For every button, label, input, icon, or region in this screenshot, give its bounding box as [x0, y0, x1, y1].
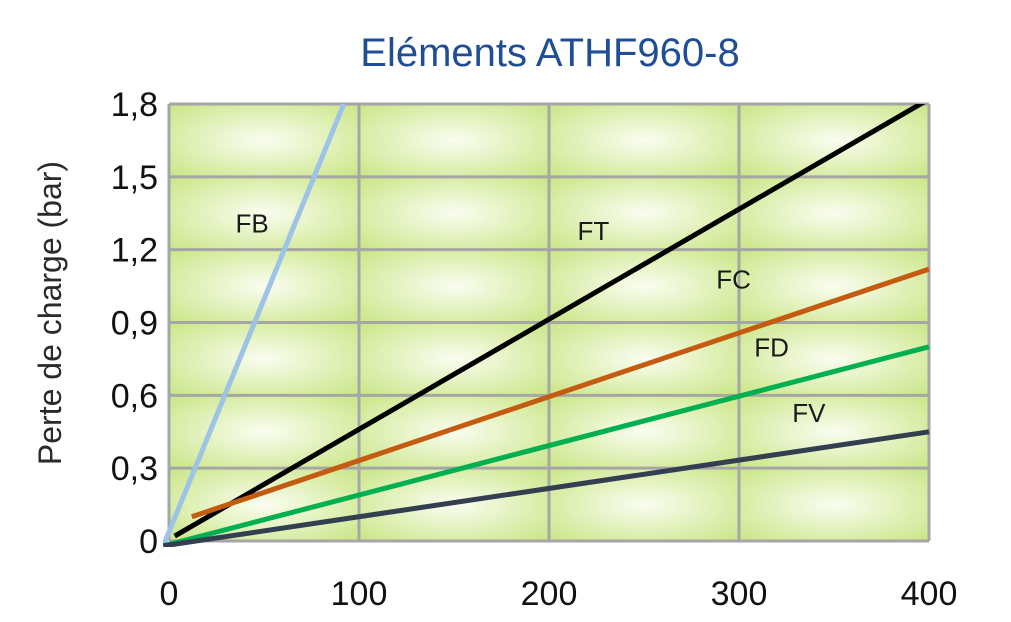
plot-cell [359, 249, 549, 323]
plot-cell [169, 176, 359, 250]
plot-cell [359, 104, 549, 177]
x-tick-label: 300 [711, 575, 768, 613]
series-labels: FB FT FC FD FV [236, 209, 827, 428]
plot-cell [549, 395, 739, 469]
plot-cell [549, 249, 739, 323]
plot-cell [549, 104, 739, 177]
x-tick-label: 0 [160, 575, 179, 613]
y-tick-label: 0,3 [111, 450, 158, 488]
series-label-fc: FC [716, 265, 751, 295]
series-line-fc [191, 266, 930, 520]
series-line-fd [163, 344, 930, 547]
x-axis-ticks: 0 100 200 300 400 [160, 575, 958, 613]
y-tick-label: 1,5 [111, 159, 158, 197]
y-tick-label: 1,2 [111, 232, 158, 270]
plot-cell [549, 176, 739, 250]
y-tick-label: 0,6 [111, 377, 158, 415]
plot-cell [549, 468, 739, 541]
x-tick-label: 200 [521, 575, 578, 613]
plot-cell [739, 468, 929, 541]
y-axis-ticks: 0 0,3 0,6 0,9 1,2 1,5 1,8 [111, 86, 158, 561]
plot-cell [359, 322, 549, 396]
series-lines [163, 104, 930, 547]
series-label-ft: FT [578, 216, 610, 246]
plot-cell [739, 176, 929, 250]
series-line-fv [163, 429, 930, 547]
series-line-fb [163, 104, 347, 547]
plot-cell [549, 322, 739, 396]
plot-cell [739, 249, 929, 323]
y-tick-label: 0,9 [111, 305, 158, 343]
plot-cell [169, 249, 359, 323]
y-axis-label: Perte de charge (bar) [32, 161, 68, 465]
y-tick-label: 0 [139, 523, 158, 561]
x-tick-label: 400 [901, 575, 958, 613]
chart-title: Eléments ATHF960-8 [360, 31, 739, 75]
series-label-fd: FD [754, 332, 789, 362]
plot-cell [359, 176, 549, 250]
plot-background [169, 104, 929, 541]
series-label-fv: FV [792, 398, 826, 428]
series-label-fb: FB [236, 209, 269, 239]
plot-cell [739, 322, 929, 396]
x-tick-label: 100 [331, 575, 388, 613]
grid-lines [167, 102, 931, 543]
y-tick-label: 1,8 [111, 86, 158, 124]
series-line-ft [173, 104, 926, 539]
plot-cell [169, 322, 359, 396]
